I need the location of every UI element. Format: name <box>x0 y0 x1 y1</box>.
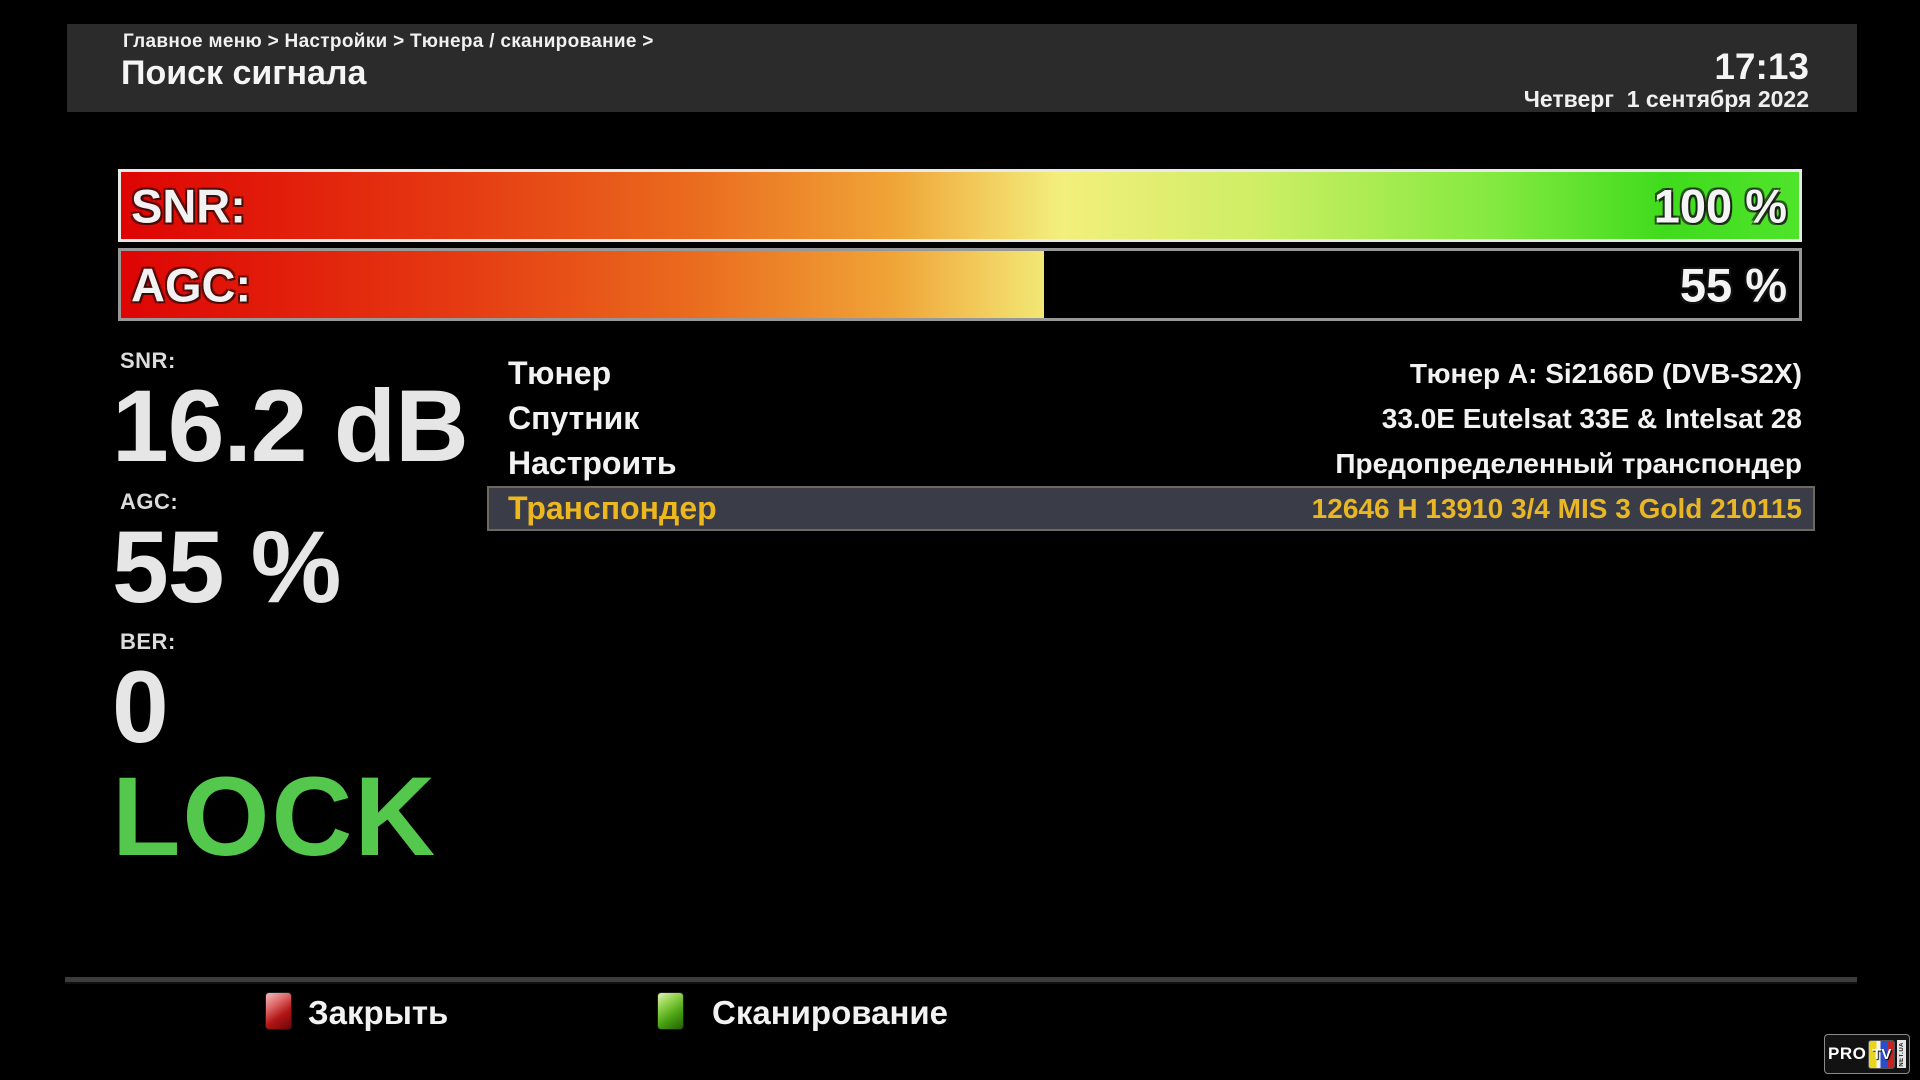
settings-row-tuner[interactable]: Тюнер Тюнер A: Si2166D (DVB-S2X) <box>487 351 1815 396</box>
close-button-label[interactable]: Закрыть <box>308 994 449 1031</box>
clock-date: Четверг 1 сентября 2022 <box>1523 86 1809 112</box>
red-key-icon[interactable] <box>265 992 292 1030</box>
scan-button-label[interactable]: Сканирование <box>712 994 949 1031</box>
row-value: Тюнер A: Si2166D (DVB-S2X) <box>1409 357 1802 389</box>
snr-bar-gradient <box>121 172 1799 239</box>
footer-separator <box>65 977 1857 984</box>
snr-reading-value: 16.2 dB <box>112 369 469 483</box>
row-label: Транспондер <box>508 490 717 526</box>
clock-block: 17:13 Четверг 1 сентября 2022 <box>1523 46 1809 113</box>
tv-icon: TV <box>1868 1039 1896 1069</box>
ber-reading-label: BER: <box>120 629 176 654</box>
header-bar: Главное меню > Настройки > Тюнера / скан… <box>67 24 1857 112</box>
clock-time: 17:13 <box>1714 46 1809 87</box>
logo-net-text: NET.UA <box>1898 1041 1905 1067</box>
settings-row-satellite[interactable]: Спутник 33.0E Eutelsat 33E & Intelsat 28 <box>487 396 1815 441</box>
snr-bar-label: SNR: <box>131 179 246 232</box>
agc-bar-label: AGC: <box>131 258 252 311</box>
settings-row-transponder[interactable]: Транспондер 12646 H 13910 3/4 MIS 3 Gold… <box>487 486 1815 531</box>
row-value: 12646 H 13910 3/4 MIS 3 Gold 210115 <box>1311 492 1802 524</box>
agc-signal-bar: AGC: 55 % <box>118 248 1802 321</box>
green-key-icon[interactable] <box>657 992 684 1030</box>
agc-reading-label: AGC: <box>120 489 179 514</box>
snr-bar-value: 100 % <box>1653 179 1787 232</box>
logo-pro-text: PRO <box>1828 1044 1867 1063</box>
agc-bar-cover <box>1043 251 1799 318</box>
row-label: Спутник <box>508 400 640 436</box>
page-title: Поиск сигнала <box>121 54 367 92</box>
row-label: Тюнер <box>508 355 612 391</box>
settings-row-tune-mode[interactable]: Настроить Предопределенный транспондер <box>487 441 1815 486</box>
protv-logo: PRO TV NET.UA <box>1824 1034 1910 1074</box>
ber-reading-value: 0 <box>112 650 169 764</box>
row-value: 33.0E Eutelsat 33E & Intelsat 28 <box>1381 402 1802 434</box>
snr-signal-bar: SNR: 100 % <box>118 169 1802 242</box>
row-value: Предопределенный транспондер <box>1335 447 1802 479</box>
breadcrumb: Главное меню > Настройки > Тюнера / скан… <box>123 31 654 52</box>
logo-net-strip: NET.UA <box>1897 1040 1906 1068</box>
row-label: Настроить <box>508 445 677 481</box>
agc-reading-value: 55 % <box>112 510 341 624</box>
snr-reading-label: SNR: <box>120 348 176 373</box>
lock-status: LOCK <box>112 754 438 879</box>
logo-tv-text: TV <box>1872 1045 1892 1063</box>
agc-bar-value: 55 % <box>1679 258 1787 311</box>
tuner-settings-list: Тюнер Тюнер A: Si2166D (DVB-S2X) Спутник… <box>487 351 1815 531</box>
